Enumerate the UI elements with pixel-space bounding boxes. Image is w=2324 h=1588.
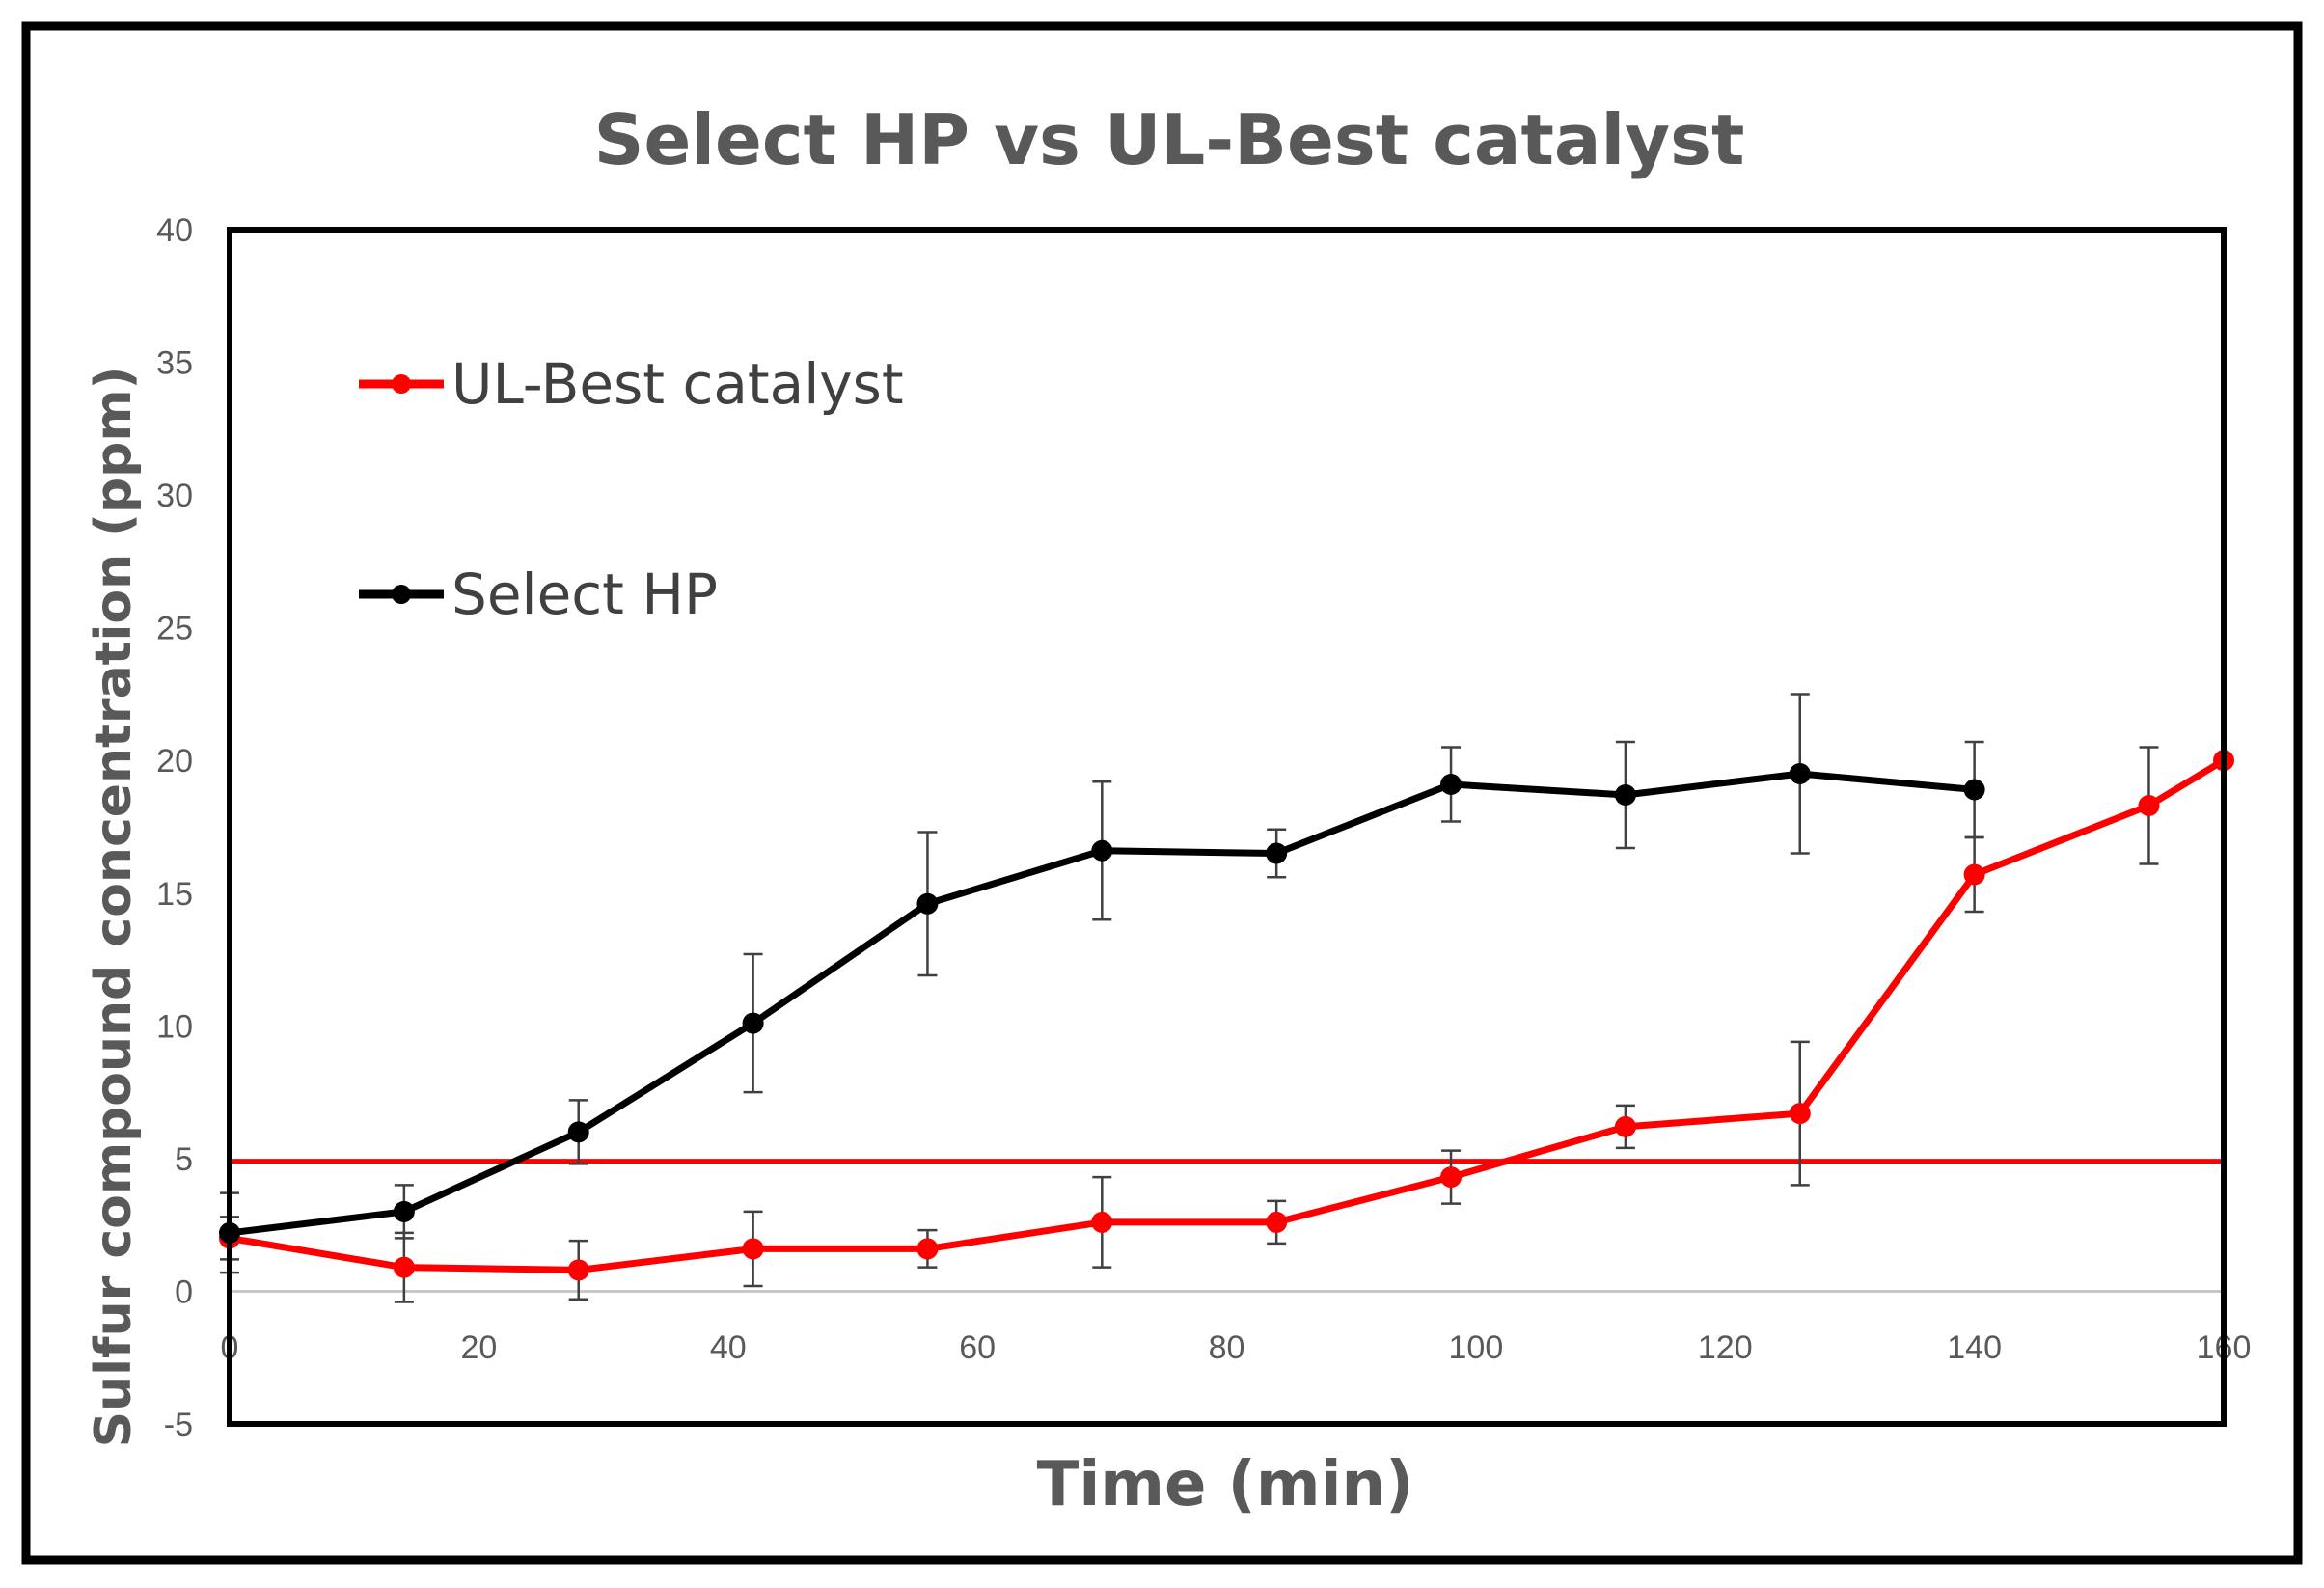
data-point (742, 1012, 764, 1034)
data-point (393, 1256, 415, 1278)
x-axis-ticks: 0 20 40 60 80 100 120 140 160 (221, 1329, 2252, 1366)
data-point (1266, 842, 1288, 864)
y-tick-label: 35 (156, 345, 193, 382)
data-point (916, 892, 939, 915)
x-tick-label: 100 (1449, 1329, 1504, 1366)
legend-label-ul-best: UL-Best catalyst (451, 351, 904, 417)
x-tick-label: 20 (460, 1329, 497, 1366)
data-point (1963, 779, 1985, 801)
legend-marker-select-hp (392, 585, 411, 604)
data-point (742, 1238, 764, 1260)
y-tick-label: 20 (156, 743, 193, 780)
data-point (1091, 839, 1113, 862)
series-select-hp (219, 693, 1985, 1274)
data-point (1091, 1211, 1113, 1233)
x-tick-label: 140 (1947, 1329, 2002, 1366)
x-tick-label: 120 (1698, 1329, 1753, 1366)
series-layer (219, 693, 2234, 1303)
y-tick-label: 15 (156, 876, 193, 913)
data-point (1614, 1115, 1636, 1137)
data-point (1440, 773, 1463, 795)
y-tick-label: 25 (156, 611, 193, 647)
x-tick-label: 40 (710, 1329, 747, 1366)
series-ul-best (219, 746, 2234, 1303)
data-point (916, 1238, 939, 1260)
chart-title: Select HP vs UL-Best catalyst (594, 99, 1745, 180)
data-point (1266, 1211, 1288, 1233)
legend-item-ul-best: UL-Best catalyst (359, 351, 904, 417)
y-tick-label: 0 (175, 1273, 193, 1310)
plot-area-border (227, 227, 2227, 1427)
legend: UL-Best catalyst Select HP (359, 351, 904, 627)
data-point (1789, 762, 1811, 784)
y-tick-label: 30 (156, 478, 193, 514)
y-tick-label: 40 (156, 212, 193, 249)
data-point (393, 1200, 415, 1222)
x-tick-label: 60 (959, 1329, 996, 1366)
data-point (567, 1121, 589, 1143)
x-axis-label: Time (min) (1037, 1449, 1414, 1520)
y-tick-label: 5 (175, 1141, 193, 1178)
data-point (2138, 794, 2160, 816)
y-tick-label: -5 (164, 1407, 193, 1443)
data-point (1614, 783, 1636, 806)
y-axis-ticks: -5 0 5 10 15 20 25 30 35 40 (156, 212, 193, 1443)
series-line (229, 757, 2226, 1273)
y-axis-label: Sulfur compound concentration (ppm) (85, 367, 143, 1448)
x-tick-label: 80 (1209, 1329, 1245, 1366)
data-point (1963, 863, 1985, 886)
legend-marker-ul-best (392, 374, 411, 394)
legend-label-select-hp: Select HP (451, 561, 718, 627)
data-point (1440, 1166, 1463, 1189)
legend-item-select-hp: Select HP (359, 561, 718, 627)
data-point (1789, 1103, 1811, 1125)
figure-frame (21, 21, 2303, 1565)
data-point (567, 1259, 589, 1281)
y-tick-label: 10 (156, 1008, 193, 1045)
